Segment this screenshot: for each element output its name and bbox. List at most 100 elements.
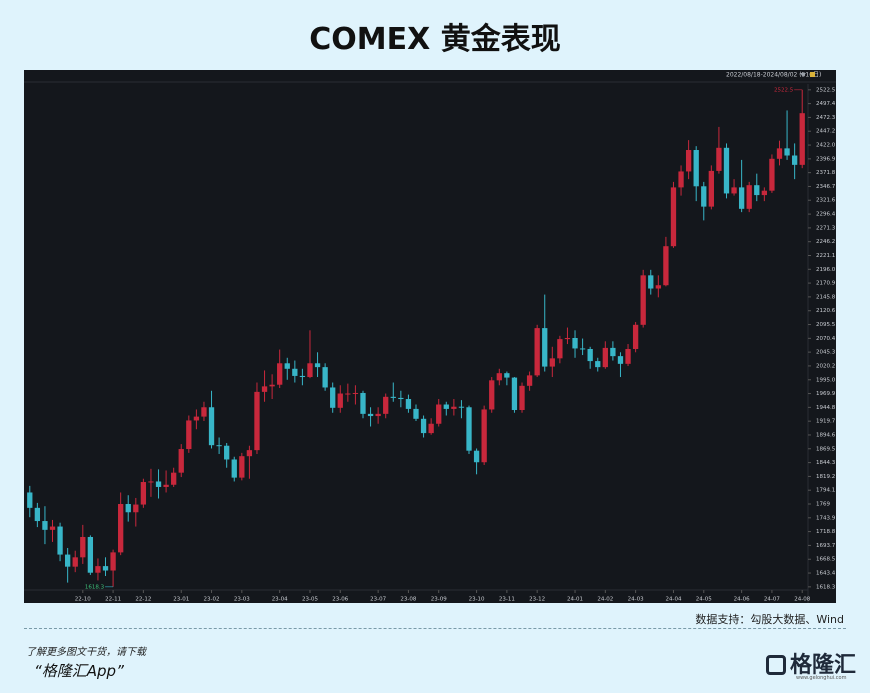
- lock-icon: [810, 72, 815, 77]
- candle-body: [428, 423, 434, 434]
- x-tick-label: 24-05: [696, 597, 712, 603]
- x-tick-label: 23-02: [204, 597, 220, 603]
- candle-body: [133, 504, 139, 513]
- candle-body: [663, 246, 669, 286]
- candle-body: [738, 187, 745, 209]
- candle-body: [27, 492, 33, 508]
- x-tick-label: 24-04: [665, 597, 681, 603]
- candle-body: [451, 406, 457, 409]
- y-tick-label: 2246.2: [816, 239, 835, 245]
- candle-body: [360, 392, 366, 414]
- candle-body: [632, 324, 639, 349]
- y-tick-label: 2321.6: [816, 198, 836, 204]
- candle-body: [685, 150, 692, 172]
- candle-body: [277, 363, 283, 385]
- x-tick-label: 24-03: [628, 597, 644, 603]
- download-note: 了解更多图文干货，请下载: [26, 647, 146, 658]
- x-tick-label: 23-08: [400, 597, 416, 603]
- y-tick-label: 1869.5: [816, 446, 836, 452]
- chart: 2022/08/18-2024/08/02 (510日) 1618.3 1643.…: [24, 70, 836, 603]
- chart-background: [24, 70, 836, 603]
- candle-body: [542, 328, 548, 367]
- candle-body: [216, 445, 222, 447]
- y-tick-label: 2472.3: [816, 115, 836, 121]
- y-tick-label: 1894.6: [816, 432, 836, 438]
- x-tick-label: 23-04: [272, 597, 288, 603]
- candle-body: [420, 418, 427, 434]
- x-tick-label: 23-05: [302, 597, 318, 603]
- x-tick-label: 23-11: [499, 597, 515, 603]
- candle-body: [148, 481, 154, 483]
- candle-body: [693, 150, 699, 187]
- x-tick-label: 24-08: [794, 597, 810, 603]
- x-tick-label: 24-06: [734, 597, 750, 603]
- candle-body: [526, 375, 533, 386]
- y-tick-label: 2045.3: [816, 350, 836, 356]
- candle-body: [549, 358, 555, 367]
- app-name: “格隆汇App”: [34, 662, 124, 680]
- candle-body: [49, 526, 56, 530]
- candle-body: [292, 368, 298, 376]
- candle-body: [587, 348, 593, 362]
- candle-body: [610, 347, 616, 357]
- y-tick-label: 2145.8: [816, 294, 836, 300]
- candle-body: [716, 147, 722, 171]
- logo-url: www.gelonghui.com: [796, 675, 847, 681]
- y-tick-label: 2271.3: [816, 225, 836, 231]
- candle-body: [496, 373, 502, 381]
- candle-body: [466, 407, 472, 451]
- y-tick-label: 2422.0: [816, 143, 836, 149]
- y-tick-label: 2221.1: [816, 253, 835, 259]
- candle-body: [254, 391, 260, 451]
- y-tick-label: 2371.8: [816, 170, 836, 176]
- y-tick-label: 2447.2: [816, 129, 835, 135]
- dropdown-icon: [800, 73, 806, 77]
- y-tick-label: 2497.4: [816, 101, 836, 107]
- candle-body: [330, 387, 336, 408]
- y-tick-label: 1819.2: [816, 474, 835, 480]
- candle-body: [481, 409, 487, 463]
- candle-body: [602, 347, 608, 368]
- candle-body: [102, 566, 109, 571]
- candle-body: [701, 186, 707, 207]
- candle-body: [398, 397, 404, 400]
- candle-body: [511, 377, 518, 411]
- candle-body: [352, 392, 359, 394]
- candle-body: [443, 404, 449, 409]
- candle-body: [269, 384, 275, 387]
- candle-body: [65, 554, 71, 567]
- candle-body: [87, 536, 94, 573]
- candle-body: [489, 380, 495, 410]
- x-tick-label: 23-09: [431, 597, 447, 603]
- y-tick-label: 1618.3: [816, 584, 836, 590]
- x-tick-label: 23-12: [529, 597, 545, 603]
- candle-body: [367, 413, 374, 417]
- candle-body: [640, 275, 646, 325]
- x-tick-label: 23-01: [173, 597, 189, 603]
- candle-body: [754, 185, 760, 196]
- y-tick-label: 1995.0: [816, 377, 836, 383]
- y-tick-label: 1718.8: [816, 529, 836, 535]
- candle-body: [708, 170, 714, 207]
- candle-body: [299, 375, 306, 378]
- x-tick-label: 23-03: [234, 597, 250, 603]
- candle-body: [458, 406, 465, 408]
- logo: 格隆汇: [766, 647, 856, 679]
- y-tick-label: 2396.9: [816, 156, 836, 162]
- candle-body: [579, 348, 586, 350]
- y-tick-label: 1743.9: [816, 515, 836, 521]
- candle-body: [186, 420, 192, 450]
- candle-body: [239, 456, 245, 478]
- candle-body: [322, 367, 328, 388]
- candle-body: [118, 504, 124, 553]
- candle-body: [405, 399, 412, 409]
- candle-body: [337, 393, 343, 408]
- candle-body: [625, 348, 631, 364]
- candle-body: [799, 113, 805, 165]
- y-tick-label: 2522.5: [816, 87, 836, 93]
- y-tick-label: 1969.9: [816, 391, 836, 397]
- y-tick-label: 2196.0: [816, 267, 836, 273]
- candle-body: [504, 373, 510, 378]
- y-tick-label: 1769: [816, 502, 830, 508]
- candle-body: [201, 407, 207, 417]
